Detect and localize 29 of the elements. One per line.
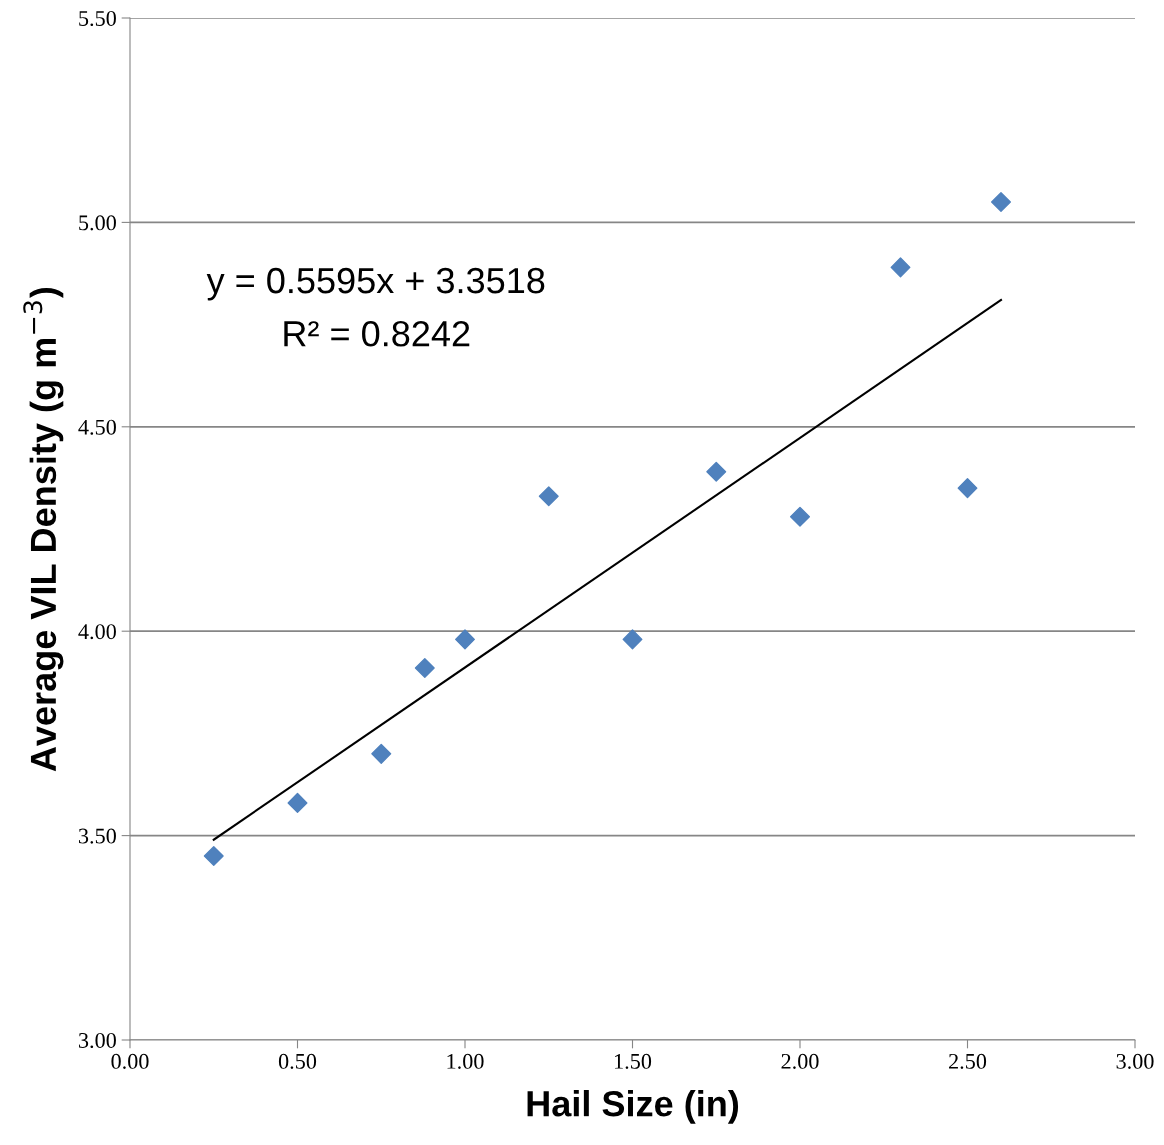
- y-tick-label: 4.00: [78, 624, 116, 640]
- y-tick-label: 5.50: [79, 10, 116, 27]
- point: [622, 629, 643, 650]
- point: [371, 743, 392, 764]
- x-axis-title: Hail Size (in): [527, 1090, 739, 1124]
- x-tick-label: 2.00: [781, 1053, 819, 1069]
- x-tick-label: 0.50: [278, 1053, 317, 1069]
- point: [706, 461, 727, 482]
- y-axis-title: Average VIL Density (g m$^{−3}$): [23, 287, 64, 772]
- point: [203, 846, 224, 867]
- x-tick-label: 1.00: [447, 1053, 484, 1069]
- y-tick-label: 4.50: [78, 419, 116, 435]
- x-tick-label: 2.50: [949, 1053, 987, 1069]
- point: [789, 506, 811, 527]
- x-tick-label: 3.00: [1116, 1053, 1154, 1069]
- x-tick-label: 0.00: [111, 1053, 149, 1069]
- x-tick-label: 1.50: [615, 1053, 652, 1069]
- point: [957, 478, 978, 499]
- point: [538, 486, 559, 507]
- y-tick-label: 3.50: [78, 828, 116, 844]
- y-tick-label: 3.00: [78, 1032, 116, 1049]
- annotation: R² = 0.8242: [284, 320, 470, 347]
- point: [287, 792, 308, 813]
- point: [414, 657, 435, 679]
- point: [454, 629, 476, 650]
- annotation: y = 0.5595x + 3.3518: [206, 267, 545, 301]
- y-tick-label: 5.00: [79, 215, 116, 231]
- point: [990, 191, 1012, 212]
- point: [890, 257, 911, 278]
